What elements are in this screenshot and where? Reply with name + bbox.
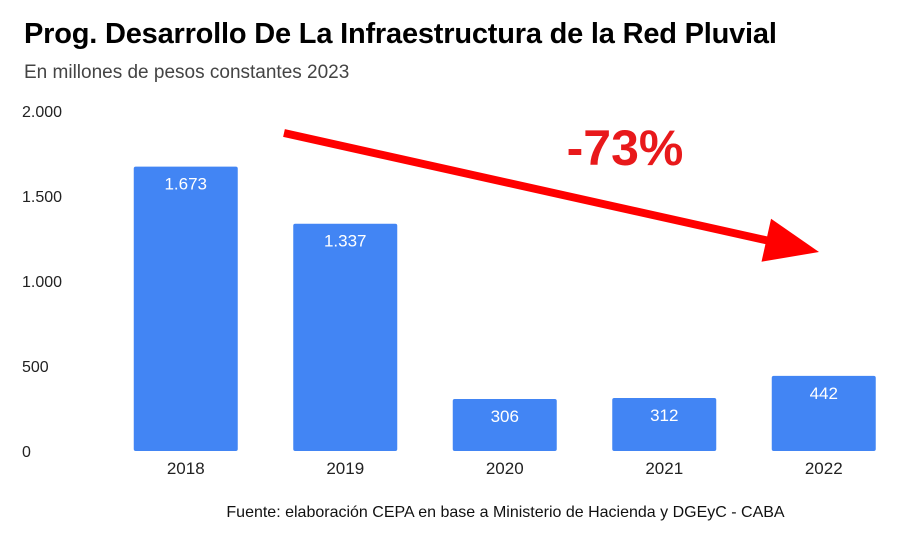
x-tick-label-2019: 2019 [326,459,364,478]
data-label-2020: 306 [491,407,519,426]
data-label-2018: 1.673 [164,175,207,194]
bar-2020 [452,398,557,451]
chart-subtitle: En millones de pesos constantes 2023 [24,62,350,83]
bar-2019 [293,223,398,451]
data-label-2019: 1.337 [324,232,367,251]
trend-arrow-shaft [283,129,772,246]
bar-2021 [612,397,717,451]
x-tick-label-2021: 2021 [645,459,683,478]
data-label-2022: 442 [810,384,838,403]
chart-title: Prog. Desarrollo De La Infraestructura d… [24,18,777,50]
change-annotation: -73% [567,120,684,176]
trend-arrow-head [761,218,819,262]
x-tick-label-2018: 2018 [167,459,205,478]
y-tick-label: 1.000 [22,274,62,291]
data-label-2021: 312 [650,406,678,425]
y-tick-label: 2.000 [22,104,62,121]
y-tick-label: 0 [22,444,31,461]
bar-2018 [133,166,238,451]
x-tick-label-2020: 2020 [486,459,524,478]
y-tick-label: 1.500 [22,189,62,206]
chart-source: Fuente: elaboración CEPA en base a Minis… [226,504,785,521]
x-tick-label-2022: 2022 [805,459,843,478]
bar-2022 [771,375,876,451]
y-tick-label: 500 [22,359,49,376]
